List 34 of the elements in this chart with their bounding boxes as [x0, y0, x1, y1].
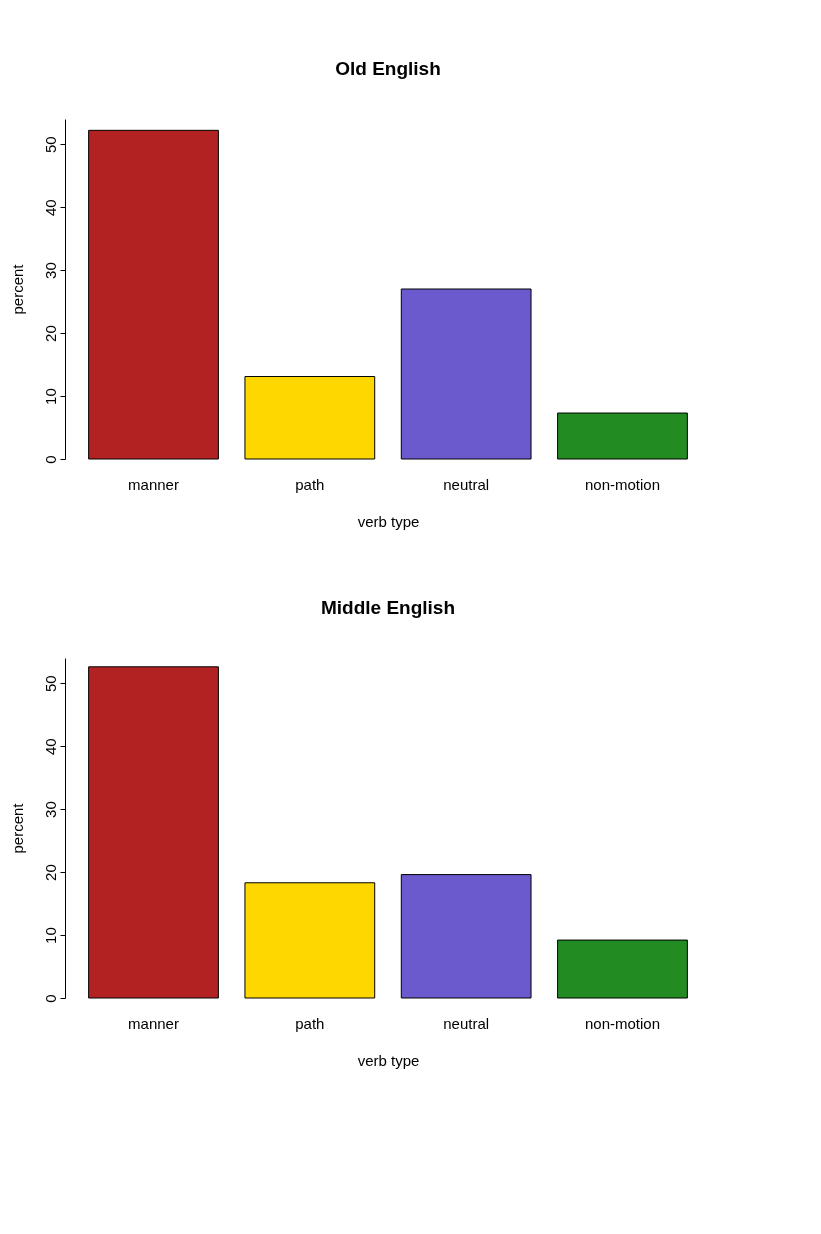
bar [400, 874, 532, 999]
x-axis-title: verb type [357, 1051, 420, 1069]
bar [88, 666, 219, 999]
x-tick-label: neutral [443, 475, 490, 493]
x-axis-title: verb type [357, 512, 420, 530]
bar [400, 288, 532, 460]
x-tick-label: manner [128, 1014, 179, 1032]
chart-title: Middle English [320, 597, 456, 618]
bar [88, 129, 219, 460]
chart-title: Old English [335, 58, 441, 79]
y-tick-label: 10 [41, 388, 59, 405]
y-tick-label: 40 [41, 738, 59, 755]
y-axis-title: percent [8, 263, 26, 315]
y-tick-label: 0 [41, 455, 59, 464]
y-tick-label: 30 [41, 262, 59, 279]
y-tick-label: 10 [41, 927, 59, 944]
x-tick-label: manner [128, 475, 179, 493]
bar [557, 412, 688, 460]
x-tick-label: path [295, 475, 325, 493]
y-tick-label: 40 [41, 199, 59, 216]
x-tick-label: non-motion [584, 475, 661, 493]
x-tick-label: neutral [443, 1014, 490, 1032]
x-tick-label: path [295, 1014, 325, 1032]
y-tick-label: 20 [41, 325, 59, 342]
bar [244, 376, 376, 460]
y-axis-title: percent [8, 802, 26, 854]
bar [244, 882, 376, 999]
y-tick-label: 50 [41, 675, 59, 693]
y-tick-label: 50 [41, 136, 59, 154]
y-tick-label: 20 [41, 864, 59, 881]
y-tick-label: 30 [41, 801, 59, 818]
y-tick-label: 0 [41, 994, 59, 1003]
bar [557, 939, 688, 999]
x-tick-label: non-motion [584, 1014, 661, 1032]
